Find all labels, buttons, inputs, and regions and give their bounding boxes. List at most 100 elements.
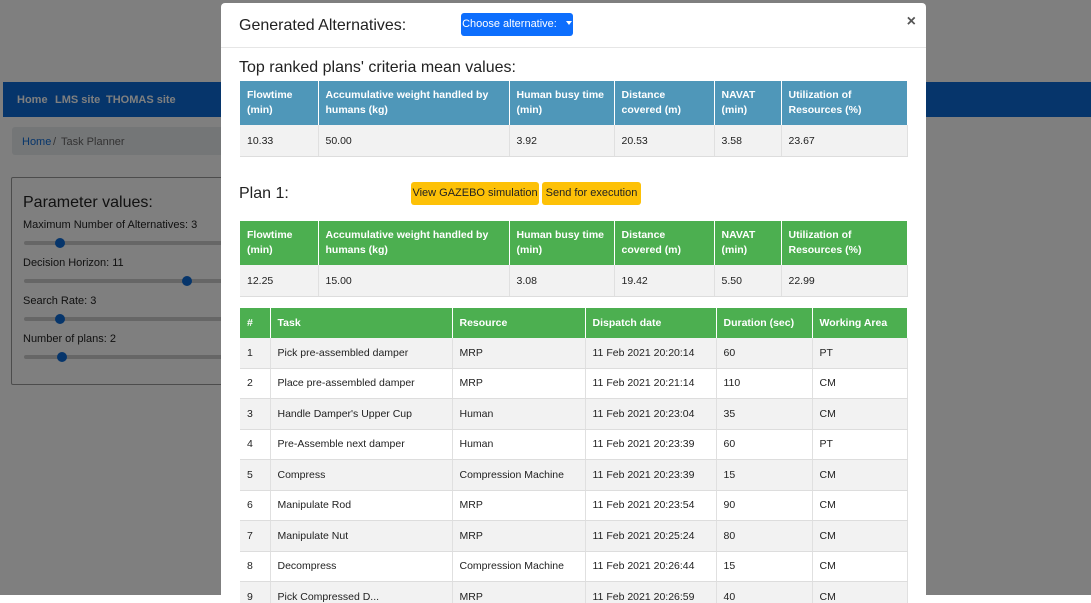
header-flowtime: Flowtime (min)	[240, 221, 318, 265]
cell-working-area: CM	[812, 582, 907, 603]
cell-duration: 90	[716, 490, 812, 521]
top-ranked-table: Flowtime (min) Accumulative weight handl…	[240, 81, 908, 157]
plan-title: Plan 1:	[239, 185, 289, 203]
cell-duration: 60	[716, 429, 812, 460]
cell-resource: MRP	[452, 521, 585, 552]
cell-resource: Compression Machine	[452, 551, 585, 582]
table-row: 12.25 15.00 3.08 19.42 5.50 22.99	[240, 265, 907, 297]
header-resource: Resource	[452, 308, 585, 338]
cell-index: 6	[240, 490, 270, 521]
cell-task: Manipulate Rod	[270, 490, 452, 521]
cell-duration: 60	[716, 338, 812, 368]
header-busy-time: Human busy time (min)	[509, 81, 614, 125]
header-weight: Accumulative weight handled by humans (k…	[318, 221, 509, 265]
cell-flowtime: 10.33	[240, 125, 318, 157]
choose-alternative-label: Choose alternative:	[462, 18, 557, 30]
generated-alternatives-modal: Generated Alternatives: Choose alternati…	[221, 3, 926, 603]
choose-alternative-dropdown[interactable]: Choose alternative:	[461, 13, 573, 36]
cell-working-area: PT	[812, 429, 907, 460]
cell-dispatch-date: 11 Feb 2021 20:25:24	[585, 521, 716, 552]
cell-busy-time: 3.08	[509, 265, 614, 297]
cell-dispatch-date: 11 Feb 2021 20:23:39	[585, 460, 716, 491]
cell-weight: 15.00	[318, 265, 509, 297]
cell-resource: Human	[452, 399, 585, 430]
cell-navat: 3.58	[714, 125, 781, 157]
header-navat: NAVAT (min)	[714, 81, 781, 125]
cell-resource: MRP	[452, 338, 585, 368]
cell-duration: 15	[716, 460, 812, 491]
table-row: 10.33 50.00 3.92 20.53 3.58 23.67	[240, 125, 907, 157]
table-header-row: Flowtime (min) Accumulative weight handl…	[240, 221, 907, 265]
cell-flowtime: 12.25	[240, 265, 318, 297]
header-distance: Distance covered (m)	[614, 221, 714, 265]
modal-title: Generated Alternatives:	[239, 17, 406, 35]
cell-index: 2	[240, 368, 270, 399]
cell-index: 1	[240, 338, 270, 368]
header-navat: NAVAT (min)	[714, 221, 781, 265]
cell-utilization: 22.99	[781, 265, 907, 297]
cell-duration: 15	[716, 551, 812, 582]
tasks-table: # Task Resource Dispatch date Duration (…	[240, 308, 908, 603]
header-flowtime: Flowtime (min)	[240, 81, 318, 125]
table-header-row: # Task Resource Dispatch date Duration (…	[240, 308, 907, 338]
send-execution-button[interactable]: Send for execution	[542, 182, 641, 205]
modal-header: Generated Alternatives: Choose alternati…	[221, 3, 926, 48]
cell-busy-time: 3.92	[509, 125, 614, 157]
top-ranked-title: Top ranked plans' criteria mean values:	[239, 59, 516, 77]
cell-duration: 110	[716, 368, 812, 399]
cell-dispatch-date: 11 Feb 2021 20:23:04	[585, 399, 716, 430]
header-distance: Distance covered (m)	[614, 81, 714, 125]
cell-dispatch-date: 11 Feb 2021 20:26:44	[585, 551, 716, 582]
cell-index: 7	[240, 521, 270, 552]
header-dispatch-date: Dispatch date	[585, 308, 716, 338]
cell-working-area: PT	[812, 338, 907, 368]
caret-down-icon	[566, 21, 572, 25]
cell-index: 4	[240, 429, 270, 460]
cell-task: Decompress	[270, 551, 452, 582]
cell-task: Pick pre-assembled damper	[270, 338, 452, 368]
cell-task: Pick Compressed D...	[270, 582, 452, 603]
cell-task: Manipulate Nut	[270, 521, 452, 552]
header-utilization: Utilization of Resources (%)	[781, 221, 907, 265]
cell-distance: 20.53	[614, 125, 714, 157]
cell-duration: 80	[716, 521, 812, 552]
view-gazebo-button[interactable]: View GAZEBO simulation	[411, 182, 539, 205]
cell-utilization: 23.67	[781, 125, 907, 157]
close-icon[interactable]: ×	[907, 13, 916, 31]
cell-resource: Human	[452, 429, 585, 460]
header-working-area: Working Area	[812, 308, 907, 338]
table-header-row: Flowtime (min) Accumulative weight handl…	[240, 81, 907, 125]
cell-duration: 40	[716, 582, 812, 603]
cell-weight: 50.00	[318, 125, 509, 157]
cell-working-area: CM	[812, 521, 907, 552]
cell-task: Place pre-assembled damper	[270, 368, 452, 399]
header-weight: Accumulative weight handled by humans (k…	[318, 81, 509, 125]
plan-criteria-table: Flowtime (min) Accumulative weight handl…	[240, 221, 908, 297]
cell-task: Compress	[270, 460, 452, 491]
cell-task: Pre-Assemble next damper	[270, 429, 452, 460]
cell-resource: Compression Machine	[452, 460, 585, 491]
cell-dispatch-date: 11 Feb 2021 20:21:14	[585, 368, 716, 399]
cell-working-area: CM	[812, 399, 907, 430]
cell-task: Handle Damper's Upper Cup	[270, 399, 452, 430]
cell-dispatch-date: 11 Feb 2021 20:23:39	[585, 429, 716, 460]
header-index: #	[240, 308, 270, 338]
cell-index: 8	[240, 551, 270, 582]
cell-working-area: CM	[812, 368, 907, 399]
cell-index: 3	[240, 399, 270, 430]
cell-dispatch-date: 11 Feb 2021 20:23:54	[585, 490, 716, 521]
cell-distance: 19.42	[614, 265, 714, 297]
header-duration: Duration (sec)	[716, 308, 812, 338]
cell-navat: 5.50	[714, 265, 781, 297]
cell-duration: 35	[716, 399, 812, 430]
header-utilization: Utilization of Resources (%)	[781, 81, 907, 125]
cell-working-area: CM	[812, 460, 907, 491]
